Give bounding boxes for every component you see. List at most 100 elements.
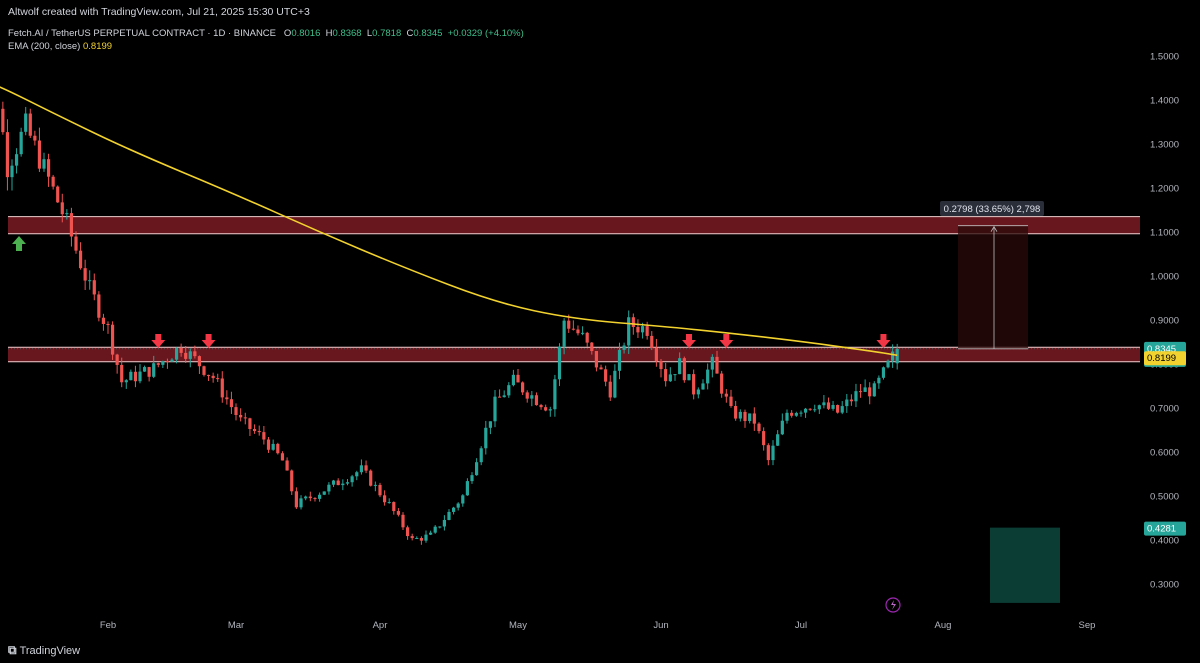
candle-body (822, 402, 826, 406)
candle-body (470, 475, 474, 482)
candle-body (627, 317, 631, 346)
candle-body (461, 495, 465, 504)
brand-footer[interactable]: ⧉ TradingView (8, 643, 80, 658)
candle-body (762, 431, 766, 446)
candle-body (776, 434, 780, 446)
symbol-row: Fetch.AI / TetherUS PERPETUAL CONTRACT ·… (8, 27, 524, 40)
candle-body (511, 374, 515, 386)
candle-body (813, 409, 817, 411)
candle-body (521, 382, 525, 393)
y-tick-label: 0.9000 (1150, 316, 1179, 327)
candle-body (530, 395, 534, 399)
red-down-arrow-icon (719, 334, 734, 348)
candle-body (142, 367, 147, 372)
candle-body (585, 332, 589, 343)
target-box (990, 527, 1060, 603)
candle-body (387, 502, 391, 504)
ema-label[interactable]: EMA (200, close) (8, 41, 81, 52)
candle-body (710, 356, 714, 370)
misc (885, 597, 901, 613)
candle-body (484, 427, 488, 449)
candle-body (817, 405, 821, 410)
candle-body (645, 326, 649, 336)
candle-body (46, 159, 51, 177)
candle-body (442, 519, 446, 527)
candle-body (313, 498, 317, 500)
candle-body (840, 406, 844, 413)
candle-body (56, 186, 60, 203)
candle-body (895, 348, 899, 364)
x-tick-label: Jul (795, 620, 807, 631)
candle-body (33, 135, 37, 141)
candle-body (696, 389, 700, 395)
resistance-zone (8, 216, 1140, 234)
candle-body (350, 476, 354, 483)
candle-body (803, 408, 808, 413)
symbol-title[interactable]: Fetch.AI / TetherUS PERPETUAL CONTRACT ·… (8, 28, 276, 39)
candle-body (322, 491, 326, 495)
candle-body (868, 387, 872, 397)
ema-layer (0, 86, 898, 357)
candle-body (373, 484, 377, 486)
red-down-arrow-icon (201, 334, 216, 348)
candle-body (262, 432, 266, 440)
candle-body (479, 448, 483, 463)
candle-body (318, 494, 322, 499)
lightning-glyph (891, 600, 896, 610)
candle-body (1, 108, 5, 133)
candle-body (539, 405, 543, 408)
candle-body (636, 327, 640, 333)
candle-body (276, 443, 280, 454)
candle-body (507, 385, 511, 396)
candle-body (557, 346, 562, 380)
close-label: C (406, 28, 414, 39)
candle-body (548, 409, 552, 411)
x-tick-label: Jun (653, 620, 668, 631)
candle-body (631, 317, 635, 328)
green-up-arrow-icon (12, 236, 26, 251)
candle-body (401, 514, 405, 528)
candle-body (493, 396, 497, 422)
candle-body (355, 472, 359, 477)
candle-body (502, 395, 506, 398)
high-value: 0.8368 (332, 28, 362, 39)
candle-body (364, 465, 368, 471)
x-tick-label: Apr (373, 620, 388, 631)
candle-body (877, 377, 881, 384)
candle-body (720, 373, 724, 394)
candle-body (845, 399, 849, 407)
candle-body (257, 431, 261, 433)
candle-body (525, 392, 529, 399)
candle-body (738, 411, 742, 419)
candle-body (378, 484, 382, 496)
candle-body (743, 411, 747, 422)
candle-body (138, 371, 142, 382)
red-down-arrow-icon (876, 334, 891, 348)
candle-body (863, 387, 867, 392)
y-tick-label: 1.2000 (1150, 184, 1179, 195)
candle-body (410, 536, 414, 539)
candle-body (640, 326, 645, 333)
candle-body (766, 445, 770, 461)
candle-body (170, 359, 174, 362)
ema-line (0, 86, 898, 357)
candle-body (424, 534, 428, 541)
candle-body (488, 421, 492, 428)
candle-body (790, 412, 794, 416)
ema-row: EMA (200, close) 0.8199 (8, 40, 524, 53)
zones (8, 216, 1140, 363)
candle-body (92, 280, 96, 295)
candle-body (752, 413, 756, 424)
candle-body (19, 131, 23, 155)
candle-body (383, 495, 387, 503)
candle-body (97, 294, 101, 318)
candle-body (74, 236, 78, 251)
candle-body (106, 323, 110, 325)
candle-body (447, 511, 451, 520)
last-price-badge-text: 0.8345 (1147, 344, 1176, 355)
measure-box (958, 225, 1028, 349)
candle-body (757, 423, 761, 432)
candle-body (590, 342, 594, 352)
candle-body (881, 367, 886, 378)
